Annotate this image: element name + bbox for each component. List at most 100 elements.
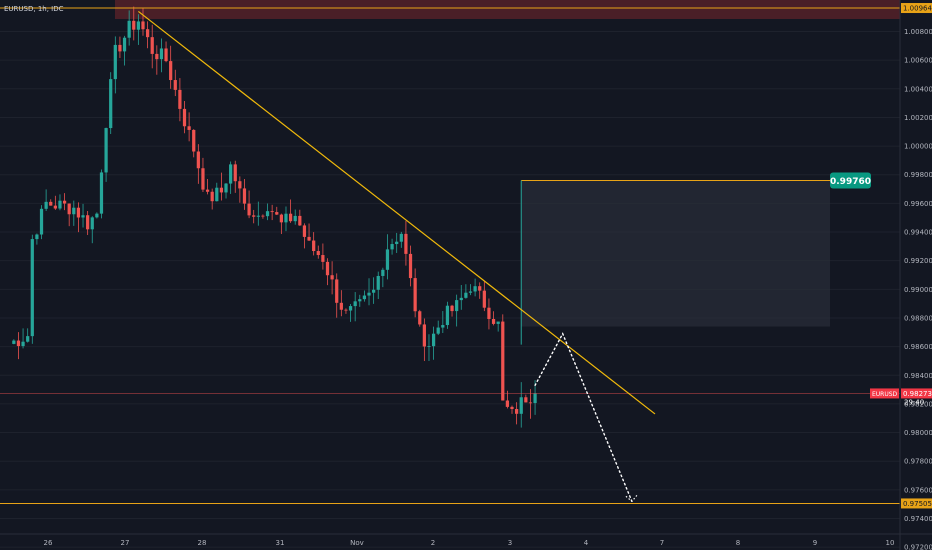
candle[interactable] (72, 200, 76, 226)
candle[interactable] (210, 188, 214, 210)
candle[interactable] (515, 402, 519, 425)
candle[interactable] (145, 21, 150, 49)
candle[interactable] (215, 182, 219, 202)
candle[interactable] (205, 178, 210, 195)
candle[interactable] (468, 284, 473, 296)
candle[interactable] (459, 285, 463, 310)
candle[interactable] (418, 309, 422, 327)
candle[interactable] (233, 160, 237, 193)
candle[interactable] (404, 220, 408, 266)
candle[interactable] (182, 100, 187, 134)
candle[interactable] (90, 216, 94, 244)
candle[interactable] (44, 189, 48, 211)
candle[interactable] (501, 314, 505, 401)
candle[interactable] (279, 213, 283, 235)
candle[interactable] (95, 212, 99, 219)
candle[interactable] (86, 211, 90, 235)
candle[interactable] (219, 172, 224, 201)
candle[interactable] (109, 72, 113, 134)
candle[interactable] (238, 176, 242, 203)
candle[interactable] (399, 231, 403, 248)
candle[interactable] (104, 127, 108, 182)
candles[interactable] (12, 6, 537, 428)
candle[interactable] (229, 161, 233, 194)
drawings[interactable] (0, 7, 900, 504)
candle[interactable] (312, 232, 316, 256)
candle[interactable] (362, 290, 367, 302)
candle[interactable] (372, 277, 376, 304)
candle[interactable] (252, 209, 256, 224)
candle[interactable] (242, 178, 247, 210)
candle[interactable] (49, 199, 53, 206)
candle[interactable] (422, 318, 426, 362)
candle[interactable] (344, 308, 348, 314)
candle[interactable] (455, 294, 459, 327)
candle[interactable] (155, 45, 159, 75)
candle[interactable] (224, 183, 228, 199)
candle[interactable] (441, 311, 445, 334)
candle[interactable] (302, 223, 307, 249)
candle[interactable] (173, 69, 177, 97)
candle[interactable] (385, 234, 390, 280)
candle[interactable] (270, 204, 274, 221)
candle[interactable] (169, 45, 173, 89)
candle[interactable] (358, 294, 362, 307)
candle[interactable] (487, 298, 491, 330)
candle[interactable] (436, 320, 440, 336)
candle[interactable] (35, 233, 39, 245)
candle[interactable] (39, 205, 44, 240)
candle[interactable] (524, 394, 528, 403)
candle[interactable] (81, 203, 85, 228)
candle[interactable] (431, 326, 436, 360)
candle[interactable] (132, 6, 136, 41)
candle[interactable] (53, 195, 57, 210)
candle[interactable] (67, 203, 71, 227)
candle[interactable] (528, 389, 533, 419)
candle[interactable] (395, 232, 399, 253)
candle[interactable] (76, 202, 81, 233)
candle[interactable] (353, 292, 357, 322)
candle[interactable] (62, 193, 67, 211)
candle[interactable] (408, 245, 413, 287)
candle[interactable] (150, 24, 154, 69)
candle[interactable] (316, 245, 320, 259)
candle[interactable] (298, 209, 302, 226)
candle[interactable] (381, 267, 385, 288)
candle[interactable] (464, 284, 468, 299)
candle[interactable] (339, 290, 343, 317)
candle[interactable] (478, 282, 482, 299)
trendline[interactable] (138, 10, 656, 415)
candle[interactable] (261, 214, 265, 219)
candle[interactable] (16, 332, 21, 360)
candle[interactable] (256, 201, 260, 226)
candle[interactable] (275, 206, 279, 216)
candle[interactable] (496, 321, 500, 332)
candle[interactable] (288, 199, 293, 223)
candle[interactable] (141, 7, 145, 36)
candle[interactable] (367, 278, 371, 306)
candle[interactable] (58, 194, 62, 211)
candle[interactable] (164, 41, 168, 63)
candle[interactable] (293, 209, 297, 225)
candle[interactable] (473, 278, 477, 297)
candle[interactable] (427, 334, 431, 362)
candle[interactable] (201, 157, 205, 193)
candle[interactable] (445, 301, 450, 329)
candle[interactable] (196, 144, 200, 184)
candle[interactable] (482, 281, 486, 312)
candle[interactable] (159, 38, 164, 73)
candle[interactable] (325, 258, 330, 286)
candle[interactable] (390, 238, 394, 255)
candle[interactable] (307, 223, 311, 241)
candle[interactable] (178, 78, 182, 122)
candle[interactable] (21, 328, 25, 349)
candle[interactable] (413, 268, 417, 318)
candle[interactable] (30, 234, 34, 344)
candle[interactable] (376, 271, 380, 299)
candle[interactable] (348, 303, 353, 322)
candle[interactable] (118, 36, 122, 59)
candle[interactable] (330, 261, 334, 295)
candle[interactable] (335, 273, 339, 318)
candle[interactable] (136, 14, 140, 45)
